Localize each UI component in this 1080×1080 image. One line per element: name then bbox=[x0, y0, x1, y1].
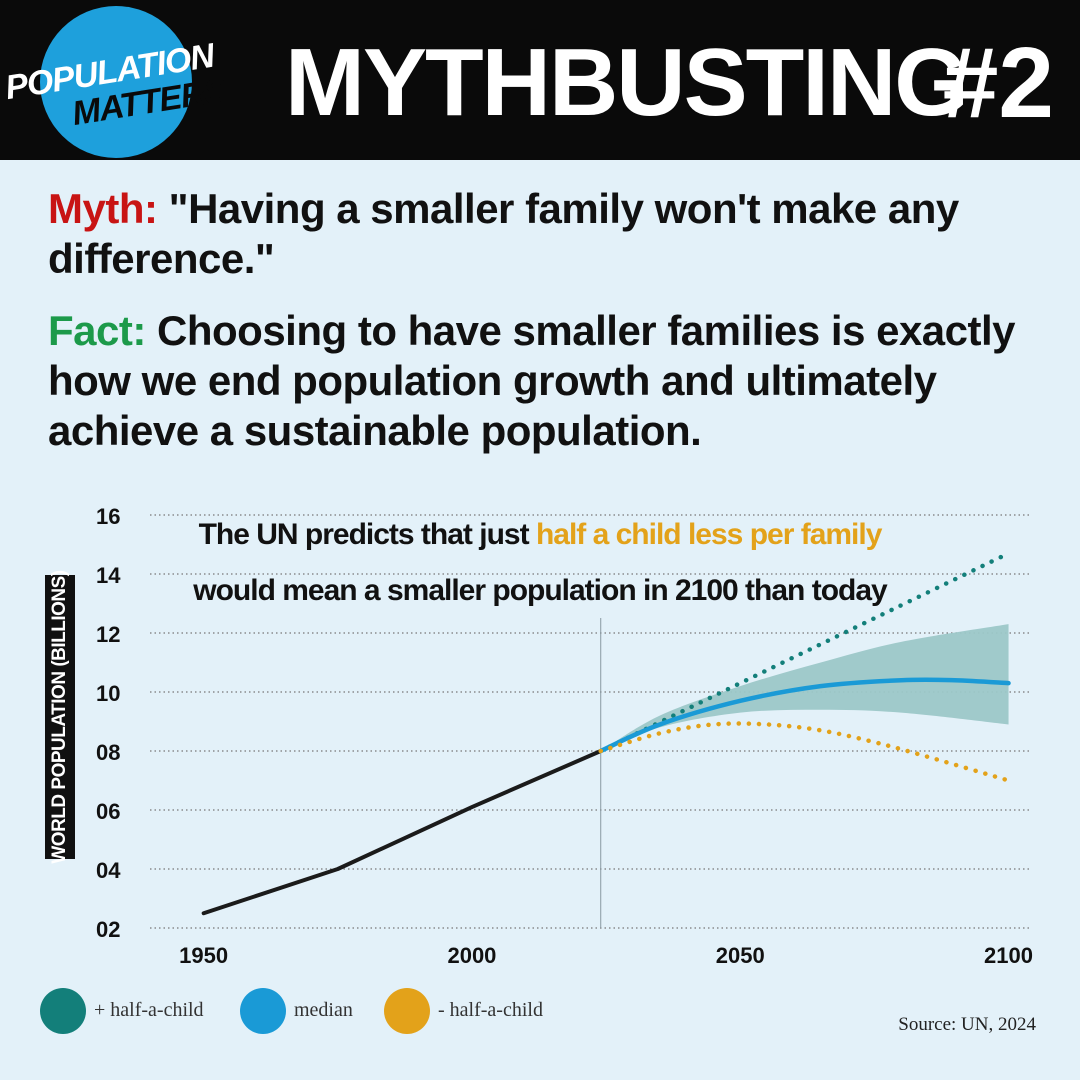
annotation-highlight: half a child less per family bbox=[535, 518, 882, 551]
legend-label-plus-half-a-child: + half-a-child bbox=[94, 999, 204, 1021]
myth-label: Myth: bbox=[48, 185, 158, 232]
logo-word-pop: POP bbox=[2, 58, 77, 108]
legend-label-minus-half-a-child: - half-a-child bbox=[438, 999, 543, 1021]
x-tick-label: 2100 bbox=[984, 943, 1033, 968]
fact-text: Choosing to have smaller families is exa… bbox=[48, 307, 1016, 454]
y-tick-label: 02 bbox=[96, 917, 120, 942]
population-matters-logo: POPULATION MATTERS bbox=[3, 6, 228, 158]
x-tick-label: 2050 bbox=[716, 943, 765, 968]
page-title: MYTHBUSTING bbox=[285, 29, 969, 136]
y-tick-label: 06 bbox=[96, 799, 120, 824]
header-bar: POPULATION MATTERS MYTHBUSTING #2 bbox=[0, 0, 1080, 160]
source-note: Source: UN, 2024 bbox=[898, 1014, 1036, 1035]
legend-swatch-blue bbox=[240, 988, 286, 1034]
annotation-text: The UN predicts that just bbox=[198, 518, 536, 551]
y-tick-label: 14 bbox=[96, 563, 121, 588]
y-tick-label: 04 bbox=[96, 858, 121, 883]
x-tick-label: 2000 bbox=[447, 943, 496, 968]
population-chart: 02 04 06 08 10 12 14 16 1950 2000 2050 2100 bbox=[96, 504, 1033, 968]
myth-text: "Having a smaller family won't make any … bbox=[48, 185, 959, 282]
legend-label-median: median bbox=[294, 999, 353, 1021]
myth-statement: Myth: "Having a smaller family won't mak… bbox=[48, 184, 1038, 284]
chart-annotation-line2: would mean a smaller population in 2100 … bbox=[193, 574, 887, 607]
fact-label: Fact: bbox=[48, 307, 146, 354]
y-axis-label-box bbox=[45, 575, 75, 859]
minus-half-a-child-line bbox=[598, 721, 1011, 783]
y-tick-label: 10 bbox=[96, 681, 120, 706]
legend-swatch-gold bbox=[384, 988, 430, 1034]
y-axis-label: WORLD POPULATION (BILLIONS) bbox=[49, 570, 70, 864]
y-tick-label: 16 bbox=[96, 504, 120, 529]
x-tick-label: 1950 bbox=[179, 943, 228, 968]
chart-annotation-line1: The UN predicts that just half a child l… bbox=[160, 518, 920, 552]
issue-number: #2 bbox=[942, 27, 1054, 139]
y-tick-label: 12 bbox=[96, 622, 120, 647]
historical-line bbox=[201, 749, 603, 916]
fact-statement: Fact: Choosing to have smaller families … bbox=[48, 306, 1038, 456]
y-tick-label: 08 bbox=[96, 740, 120, 765]
legend-swatch-teal bbox=[40, 988, 86, 1034]
median-line bbox=[598, 677, 1011, 754]
logo-text: POPULATION MATTERS bbox=[3, 0, 229, 169]
